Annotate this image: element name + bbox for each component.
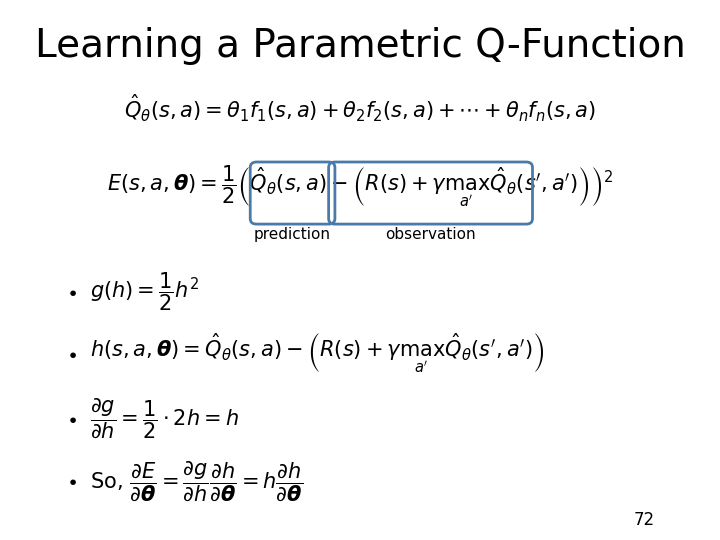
Text: $\hat{Q}_{\theta}(s,a) = \theta_1 f_1(s,a) + \theta_2 f_2(s,a) + \cdots + \theta: $\hat{Q}_{\theta}(s,a) = \theta_1 f_1(s,… [124, 92, 596, 124]
Text: Learning a Parametric Q-Function: Learning a Parametric Q-Function [35, 27, 685, 65]
Text: $\bullet$: $\bullet$ [66, 344, 77, 363]
Text: $g(h) = \dfrac{1}{2}h^2$: $g(h) = \dfrac{1}{2}h^2$ [90, 271, 199, 313]
Text: $\bullet$: $\bullet$ [66, 471, 77, 490]
Text: $E(s,a,\boldsymbol{\theta}) = \dfrac{1}{2}\left(\hat{Q}_{\theta}(s,a) - \left(R(: $E(s,a,\boldsymbol{\theta}) = \dfrac{1}{… [107, 164, 613, 209]
Text: prediction: prediction [254, 227, 331, 242]
Text: So, $\dfrac{\partial E}{\partial \boldsymbol{\theta}} = \dfrac{\partial g}{\part: So, $\dfrac{\partial E}{\partial \boldsy… [90, 458, 303, 503]
Text: $\bullet$: $\bullet$ [66, 282, 77, 301]
Text: $h(s,a,\boldsymbol{\theta}) = \hat{Q}_{\theta}(s,a) - \left(R(s) + \gamma\max_{a: $h(s,a,\boldsymbol{\theta}) = \hat{Q}_{\… [90, 332, 545, 375]
Text: 72: 72 [634, 511, 654, 529]
Text: $\bullet$: $\bullet$ [66, 409, 77, 428]
Text: observation: observation [385, 227, 476, 242]
Text: $\dfrac{\partial g}{\partial h} = \dfrac{1}{2}\cdot 2h = h$: $\dfrac{\partial g}{\partial h} = \dfrac… [90, 396, 239, 441]
